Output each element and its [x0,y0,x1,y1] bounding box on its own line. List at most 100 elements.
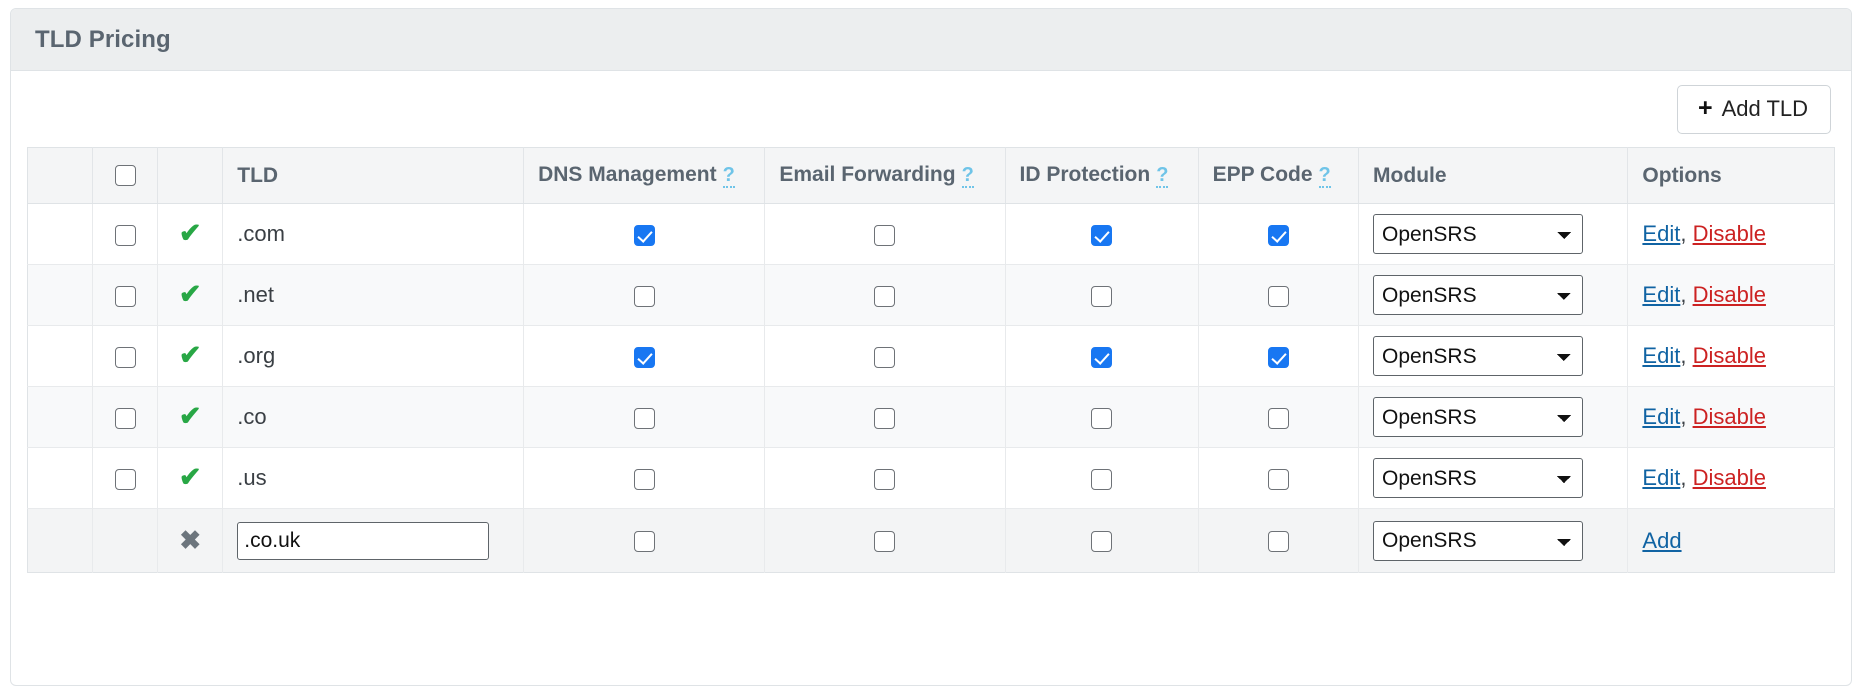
options-separator: , [1680,404,1687,429]
epp-code-checkbox[interactable] [1267,346,1289,368]
tld-name-label: .org [237,343,276,368]
help-icon[interactable]: ? [1318,164,1331,188]
disable-link[interactable]: Disable [1692,465,1766,490]
header-email-forwarding: Email Forwarding? [764,147,1006,204]
row-select-checkbox[interactable] [114,224,136,246]
header-epp-code: EPP Code? [1198,147,1360,204]
new-id-protection-checkbox[interactable] [1091,531,1113,553]
id-protection-checkbox[interactable] [1091,407,1113,429]
dns-management-checkbox[interactable] [633,285,655,307]
new-options-cell: Add [1627,508,1835,573]
add-tld-button[interactable]: + Add TLD [1676,84,1831,134]
edit-link[interactable]: Edit [1642,465,1681,490]
header-dns-management-label: DNS Management [538,163,717,186]
dns-management-checkbox[interactable] [633,346,655,368]
module-select[interactable]: OpenSRS [1373,275,1584,315]
email-forwarding-checkbox[interactable] [874,407,896,429]
help-icon[interactable]: ? [722,164,735,188]
header-module: Module [1358,147,1629,204]
new-epp-code-checkbox[interactable] [1267,531,1289,553]
new-email-forwarding-cell [764,508,1006,573]
edit-link[interactable]: Edit [1642,221,1681,246]
table-row: ✔ .net OpenSRS Edit, Disable [27,264,1835,326]
id-protection-checkbox[interactable] [1091,346,1113,368]
disable-link[interactable]: Disable [1692,221,1766,246]
epp-code-checkbox[interactable] [1267,468,1289,490]
disable-link[interactable]: Disable [1692,404,1766,429]
dns-management-checkbox[interactable] [633,224,655,246]
module-select[interactable]: OpenSRS [1373,520,1584,561]
new-row-select-cell [92,508,159,573]
new-email-forwarding-checkbox[interactable] [874,531,896,553]
check-icon: ✔ [178,462,202,492]
row-select-checkbox[interactable] [114,346,136,368]
options-cell: Edit, Disable [1627,447,1835,509]
header-id-protection-label: ID Protection [1019,163,1151,186]
dns-management-checkbox[interactable] [633,468,655,490]
disable-link[interactable]: Disable [1692,282,1766,307]
row-select-cell [92,325,159,387]
email-forwarding-checkbox[interactable] [874,468,896,490]
header-email-forwarding-label: Email Forwarding [779,163,956,186]
id-protection-checkbox[interactable] [1091,285,1113,307]
help-icon[interactable]: ? [961,164,974,188]
id-protection-checkbox[interactable] [1091,468,1113,490]
module-select[interactable]: OpenSRS [1373,397,1584,437]
edit-link[interactable]: Edit [1642,282,1681,307]
email-forwarding-checkbox[interactable] [874,285,896,307]
email-forwarding-checkbox[interactable] [874,346,896,368]
table-header-row: TLD DNS Management? Email Forwarding? ID… [27,147,1835,204]
epp-code-checkbox[interactable] [1267,224,1289,246]
x-icon[interactable]: ✖ [179,524,202,555]
module-cell: OpenSRS [1358,386,1629,448]
new-dns-management-cell [523,508,766,573]
header-id-protection: ID Protection? [1005,147,1199,204]
options-cell: Edit, Disable [1627,203,1835,265]
dns-management-cell [523,447,766,509]
row-select-checkbox[interactable] [114,407,136,429]
add-link[interactable]: Add [1642,527,1682,553]
row-select-cell [92,386,159,448]
module-select[interactable]: OpenSRS [1373,336,1584,376]
row-status-cell: ✔ [157,447,224,509]
row-status-cell: ✔ [157,325,224,387]
disable-link[interactable]: Disable [1692,343,1766,368]
options-cell: Edit, Disable [1627,386,1835,448]
module-select[interactable]: OpenSRS [1373,214,1584,254]
select-all-checkbox[interactable] [114,165,136,187]
edit-link[interactable]: Edit [1642,404,1681,429]
epp-code-checkbox[interactable] [1267,285,1289,307]
new-row-status-cell: ✖ [157,508,224,573]
header-select-all [92,147,159,204]
row-spacer [27,447,94,509]
email-forwarding-cell [764,203,1006,265]
table-row: ✔ .us OpenSRS Edit, Disable [27,447,1835,509]
id-protection-checkbox[interactable] [1091,224,1113,246]
id-protection-cell [1005,447,1199,509]
epp-code-checkbox[interactable] [1267,407,1289,429]
check-icon: ✔ [178,401,202,431]
email-forwarding-cell [764,386,1006,448]
tld-name-cell: .us [222,447,525,509]
module-cell: OpenSRS [1358,264,1629,326]
epp-code-cell [1198,325,1360,387]
new-id-protection-cell [1005,508,1199,573]
email-forwarding-checkbox[interactable] [874,224,896,246]
options-separator: , [1680,282,1687,307]
tld-input[interactable] [237,521,490,560]
help-icon[interactable]: ? [1156,164,1169,188]
header-options: Options [1627,147,1835,204]
edit-link[interactable]: Edit [1642,343,1681,368]
header-status [157,147,224,204]
row-select-checkbox[interactable] [114,285,136,307]
module-select[interactable]: OpenSRS [1373,458,1584,498]
dns-management-cell [523,325,766,387]
dns-management-checkbox[interactable] [633,407,655,429]
row-spacer [27,203,94,265]
row-select-checkbox[interactable] [114,468,136,490]
table-row: ✔ .org OpenSRS Edit, Disable [27,325,1835,387]
row-spacer [27,264,94,326]
add-tld-button-label: Add TLD [1721,96,1808,121]
new-dns-management-checkbox[interactable] [633,531,655,553]
tld-name-cell: .co [222,386,525,448]
